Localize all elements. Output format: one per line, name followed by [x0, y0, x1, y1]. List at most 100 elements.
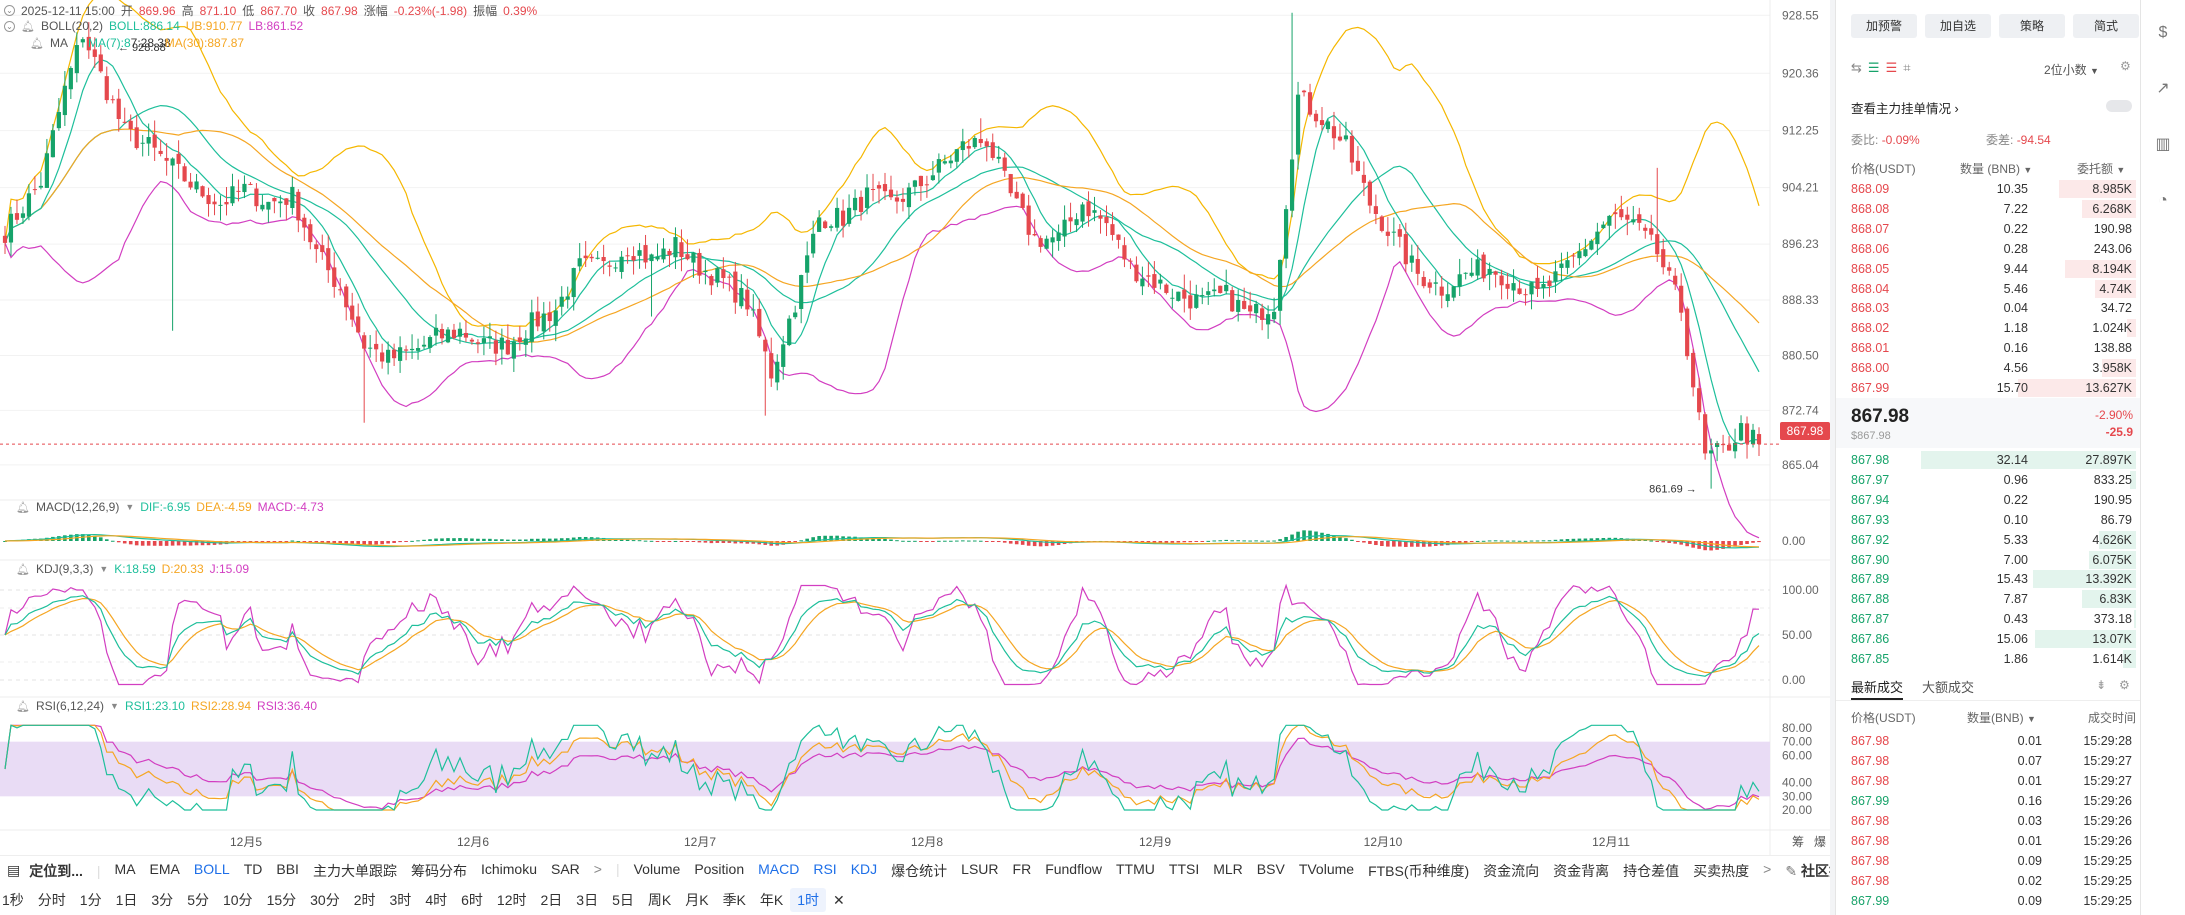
axis-tool-label[interactable]: 筹	[1792, 835, 1804, 849]
bids-row[interactable]: 867.90 7.00 6.075K	[1851, 550, 2136, 570]
calendar-icon[interactable]: ▤	[7, 862, 21, 878]
asks-row[interactable]: 868.08 7.22 6.268K	[1851, 199, 2136, 219]
asks-row[interactable]: 868.04 5.46 4.74K	[1851, 279, 2136, 299]
dropdown-caret-icon[interactable]: ▼	[99, 564, 109, 574]
timeframe-3[interactable]: 1日	[115, 892, 138, 908]
indicator-18[interactable]: Fundflow	[1045, 860, 1102, 877]
timeframe-0[interactable]: 1秒	[2, 892, 24, 908]
indicator-6[interactable]: 筹码分布	[410, 862, 467, 879]
indicator-25[interactable]: 资金流向	[1483, 862, 1540, 879]
indicator-3[interactable]: TD	[243, 860, 263, 877]
timeframe-4[interactable]: 3分	[151, 892, 174, 908]
asks-row[interactable]: 868.09 10.35 8.985K	[1851, 179, 2136, 199]
bids-row[interactable]: 867.88 7.87 6.83K	[1851, 589, 2136, 609]
collapse-icon[interactable]: ⌄	[4, 5, 15, 16]
indicator-15[interactable]: 爆仓统计	[891, 862, 948, 879]
main-orders-link[interactable]: 查看主力挂单情况 ›	[1851, 102, 1959, 116]
indicator-2[interactable]: BOLL	[193, 860, 230, 877]
timeframe-15[interactable]: 3日	[576, 892, 599, 908]
asks-row[interactable]: 868.07 0.22 190.98	[1851, 219, 2136, 239]
indicator-9[interactable]: >	[593, 860, 602, 877]
bids-row[interactable]: 867.89 15.43 13.392K	[1851, 569, 2136, 589]
indicator-27[interactable]: 持仓差值	[1623, 862, 1680, 879]
timeframe-13[interactable]: 12时	[496, 892, 527, 908]
col-qty-header[interactable]: 数量 (BNB) ▼	[1960, 162, 2033, 176]
timeframe-19[interactable]: 季K	[722, 892, 746, 908]
indicator-0[interactable]: MA	[114, 860, 136, 877]
indicator-20[interactable]: TTSI	[1168, 860, 1200, 877]
timeframe-5[interactable]: 5分	[187, 892, 209, 908]
trend-icon[interactable]: ↗	[2156, 80, 2170, 97]
timeframe-6[interactable]: 10分	[222, 892, 253, 908]
indicator-5[interactable]: 主力大单跟踪	[312, 862, 397, 879]
price-tag-icon[interactable]: $	[2158, 24, 2168, 41]
indicator-8[interactable]: SAR	[550, 860, 580, 877]
indicator-4[interactable]: BBI	[276, 860, 299, 877]
indicator-22[interactable]: BSV	[1256, 860, 1285, 877]
alert-bell-icon[interactable]: 🔔︎	[16, 700, 30, 713]
alert-bell-icon[interactable]: 🔔︎	[21, 20, 35, 33]
main-orders-toggle[interactable]	[2106, 100, 2132, 112]
indicator-14[interactable]: KDJ	[850, 860, 878, 877]
simple-mode-button[interactable]: 简式	[2073, 14, 2139, 38]
close-icon[interactable]: ✕	[833, 891, 845, 908]
locate-button[interactable]: 定位到...	[29, 862, 83, 879]
alert-bell-icon[interactable]: 🔔︎	[16, 563, 30, 576]
bids-row[interactable]: 867.97 0.96 833.25	[1851, 470, 2136, 490]
bids-row[interactable]: 867.85 1.86 1.614K	[1851, 649, 2136, 669]
indicator-10[interactable]: Volume	[633, 860, 681, 877]
timeframe-10[interactable]: 3时	[389, 892, 412, 908]
indicator-1[interactable]: EMA	[149, 860, 180, 877]
indicator-23[interactable]: TVolume	[1298, 860, 1355, 877]
gauge-icon[interactable]: ◔	[2158, 192, 2168, 209]
timeframe-1[interactable]: 分时	[37, 892, 66, 908]
timeframe-7[interactable]: 15分	[266, 892, 297, 908]
settings-icon[interactable]: ⚙	[2120, 59, 2131, 73]
indicator-21[interactable]: MLR	[1213, 860, 1243, 877]
bids-row[interactable]: 867.98 32.14 27.897K	[1851, 450, 2136, 470]
asks-row[interactable]: 867.99 15.70 13.627K	[1851, 378, 2136, 398]
indicator-13[interactable]: RSI	[813, 860, 837, 877]
bids-row[interactable]: 867.86 15.06 13.07K	[1851, 629, 2136, 649]
timeframe-16[interactable]: 5日	[612, 892, 634, 908]
indicator-28[interactable]: 买卖热度	[1693, 862, 1750, 879]
panel-splitter[interactable]	[1830, 0, 1835, 915]
col-total-header[interactable]: 委托额 ▼	[2077, 162, 2126, 176]
indicator-29[interactable]: >	[1763, 860, 1772, 877]
asks-row[interactable]: 868.03 0.04 34.72	[1851, 298, 2136, 318]
dropdown-caret-icon[interactable]: ▼	[125, 502, 135, 512]
timeframe-11[interactable]: 4时	[425, 892, 448, 908]
filter-icon[interactable]: ⇟	[2096, 678, 2107, 692]
bids-row[interactable]: 867.93 0.10 86.79	[1851, 510, 2136, 530]
precision-select[interactable]: 2位小数 ▼	[2044, 63, 2099, 77]
alert-bell-icon[interactable]: 🔔︎	[30, 37, 44, 50]
indicator-24[interactable]: FTBS(币种维度)	[1368, 862, 1470, 879]
timeframe-2[interactable]: 1分	[79, 892, 102, 908]
bids-row[interactable]: 867.94 0.22 190.95	[1851, 490, 2136, 510]
trade-qty-header[interactable]: 数量(BNB) ▼	[1967, 711, 2036, 725]
indicator-26[interactable]: 资金背离	[1553, 862, 1610, 879]
add-alert-button[interactable]: 加预警	[1851, 14, 1917, 38]
asks-row[interactable]: 868.00 4.56 3.958K	[1851, 358, 2136, 378]
book-view-icons[interactable]: ⇆☰☰⌗	[1851, 60, 1917, 75]
settings-icon[interactable]: ⚙	[2119, 678, 2130, 692]
collapse-icon[interactable]: ⌄	[4, 20, 15, 32]
add-watchlist-button[interactable]: 加自选	[1925, 14, 1991, 38]
indicator-7[interactable]: Ichimoku	[480, 860, 537, 877]
timeframe-8[interactable]: 30分	[310, 892, 340, 908]
asks-row[interactable]: 868.06 0.28 243.06	[1851, 239, 2136, 259]
indicator-11[interactable]: Position	[694, 860, 745, 877]
dropdown-caret-icon[interactable]: ▼	[110, 701, 119, 711]
asks-row[interactable]: 868.01 0.16 138.88	[1851, 338, 2136, 358]
indicator-17[interactable]: FR	[1012, 860, 1032, 877]
bids-row[interactable]: 867.87 0.43 373.18	[1851, 609, 2136, 629]
bar-chart-icon[interactable]: ▥	[2155, 136, 2171, 153]
timeframe-20[interactable]: 年K	[759, 892, 784, 908]
strategy-button[interactable]: 策略	[1999, 14, 2065, 38]
indicator-12[interactable]: MACD	[758, 860, 800, 877]
asks-row[interactable]: 868.02 1.18 1.024K	[1851, 318, 2136, 338]
indicator-16[interactable]: LSUR	[961, 860, 999, 877]
timeframe-21[interactable]: 1时	[790, 888, 827, 912]
timeframe-14[interactable]: 2日	[540, 892, 563, 908]
tab-latest-trades[interactable]: 最新成交	[1851, 677, 1904, 700]
